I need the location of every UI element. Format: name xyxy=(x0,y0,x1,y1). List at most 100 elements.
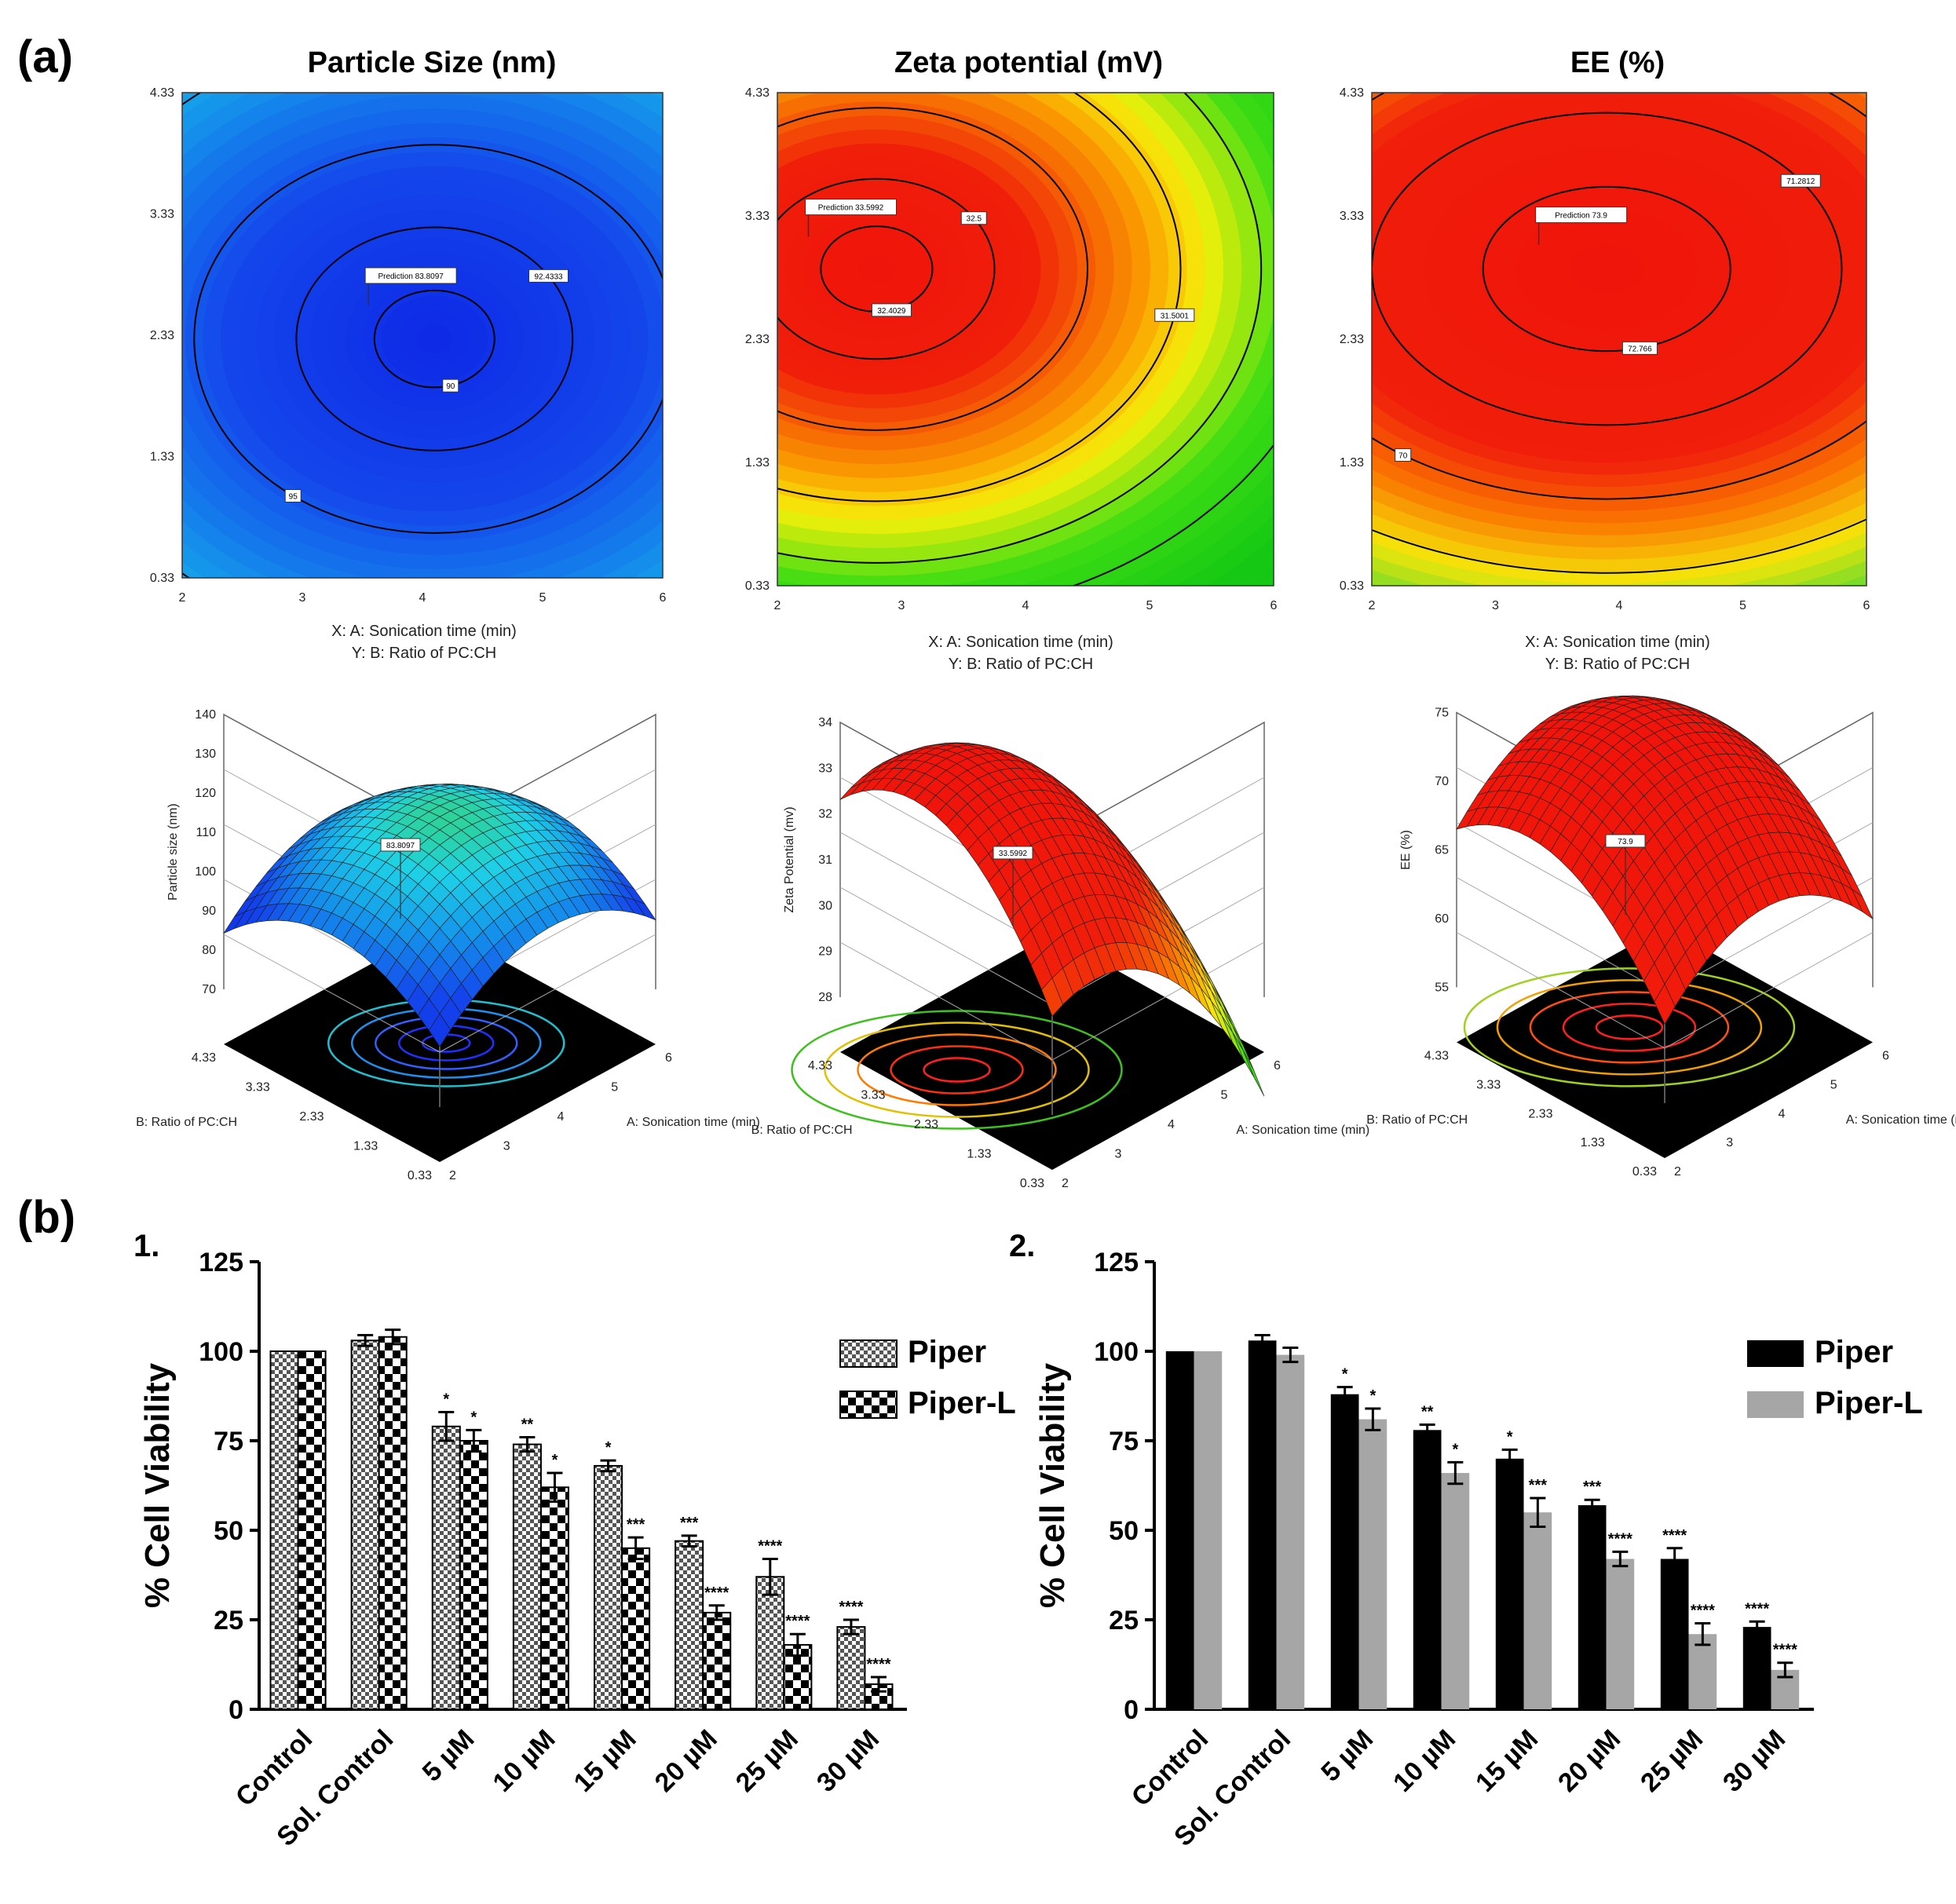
wall-grid xyxy=(1664,932,1874,1049)
y-tick-label: 4.33 xyxy=(745,86,770,100)
z-tick-label: 31 xyxy=(818,853,832,867)
surface-cell xyxy=(1654,983,1676,1025)
contour-level-label: 90 xyxy=(446,382,455,391)
panel-label-a: (a) xyxy=(17,31,73,82)
a-tick-label: 4 xyxy=(558,1110,565,1124)
legend-label: Piper xyxy=(908,1335,986,1369)
contour-line xyxy=(1372,111,1843,426)
contour-ylabel: Y: B: Ratio of PC:CH xyxy=(352,645,497,662)
z-tick-label: 70 xyxy=(1435,775,1449,788)
prediction-label-box xyxy=(805,199,897,216)
prediction-flag: 83.8097 xyxy=(386,842,415,850)
legend-swatch xyxy=(839,1339,898,1368)
bar-piper-l xyxy=(539,1486,569,1711)
y-tick-label: 2.33 xyxy=(1340,333,1364,346)
z-tick-label: 110 xyxy=(196,826,216,839)
wall-grid xyxy=(839,941,1053,1061)
bar-piper xyxy=(350,1339,380,1710)
x-tick-label: 4 xyxy=(1616,599,1623,612)
contour-level-label: 70 xyxy=(1398,451,1408,460)
contour-xlabel: X: A: Sonication time (min) xyxy=(1525,634,1710,651)
significance-mark: *** xyxy=(680,1515,699,1532)
contour-line xyxy=(777,93,1263,564)
floor-contour xyxy=(824,1021,1090,1118)
contour-line xyxy=(373,289,495,389)
particle-size-surface-plot: 70 80 90 100 110 120 130 140 Particle size (nm) 2… xyxy=(136,708,760,1182)
b-tick-label: 0.33 xyxy=(1632,1165,1657,1179)
bar-piper xyxy=(1248,1340,1277,1709)
z-tick-label: 34 xyxy=(818,716,832,729)
contour-level-label: 32.5 xyxy=(967,215,982,224)
wall-grid xyxy=(223,934,441,1053)
z-axis-label: EE (%) xyxy=(1399,830,1413,870)
significance-mark: * xyxy=(443,1391,449,1409)
significance-mark: * xyxy=(1452,1441,1458,1458)
significance-mark: **** xyxy=(1608,1530,1632,1548)
y-tick-label: 125 xyxy=(1094,1248,1139,1277)
significance-mark: * xyxy=(1369,1387,1376,1405)
significance-mark: * xyxy=(1507,1428,1513,1445)
significance-mark: *** xyxy=(1529,1477,1548,1494)
a-tick-label: 6 xyxy=(1274,1059,1281,1073)
category-label: 15 µM xyxy=(569,1724,642,1798)
z-tick-label: 75 xyxy=(1435,707,1449,720)
b-axis-label: B: Ratio of PC:CH xyxy=(136,1116,237,1129)
b-tick-label: 1.33 xyxy=(967,1148,991,1161)
significance-mark: **** xyxy=(758,1537,782,1555)
b-tick-label: 4.33 xyxy=(1424,1050,1449,1063)
y-tick-label: 3.33 xyxy=(150,208,174,221)
contour-ylabel: Y: B: Ratio of PC:CH xyxy=(949,656,1094,673)
bar-piper xyxy=(675,1540,704,1711)
y-tick-label: 1.33 xyxy=(745,456,770,470)
contour-band xyxy=(416,324,452,353)
z-tick-label: 80 xyxy=(202,944,216,957)
z-tick-label: 100 xyxy=(195,865,216,879)
bar-piper xyxy=(1495,1458,1524,1709)
y-tick-label: 100 xyxy=(199,1337,243,1367)
bar-piper xyxy=(1578,1505,1607,1709)
y-tick-label: 75 xyxy=(1109,1427,1139,1456)
contour-xlabel: X: A: Sonication time (min) xyxy=(331,623,517,640)
b-tick-label: 3.33 xyxy=(246,1081,270,1095)
significance-mark: * xyxy=(552,1452,558,1469)
significance-mark: *** xyxy=(1583,1478,1602,1496)
significance-mark: **** xyxy=(1662,1527,1687,1544)
contour-level-label: 72.766 xyxy=(1628,345,1652,353)
significance-mark: ** xyxy=(1421,1403,1434,1420)
x-tick-label: 5 xyxy=(1146,599,1153,612)
a-axis-label: A: Sonication time (min) xyxy=(1846,1113,1956,1127)
contour-line xyxy=(777,107,1088,431)
contour-level-label: 95 xyxy=(289,492,298,501)
a-tick-label: 5 xyxy=(1221,1089,1228,1102)
a-tick-label: 2 xyxy=(1674,1165,1681,1179)
category-label: 10 µM xyxy=(487,1724,561,1798)
bar-piper-l xyxy=(1441,1473,1470,1709)
x-tick-label: 6 xyxy=(660,591,667,605)
bar-piper-l xyxy=(702,1611,732,1710)
contour-level-label-box xyxy=(442,378,459,393)
contour-line xyxy=(1372,93,1866,500)
contour-level-label: 31.5001 xyxy=(1161,312,1190,320)
b-tick-label: 2.33 xyxy=(914,1118,938,1131)
bar-piper-l xyxy=(297,1350,327,1710)
legend-swatch xyxy=(1747,1340,1804,1367)
contour-frame xyxy=(777,92,1274,587)
z-tick-label: 60 xyxy=(1435,912,1449,926)
z-axis-label: Particle size (nm) xyxy=(166,803,180,901)
bar-piper xyxy=(1742,1627,1771,1709)
a-tick-label: 2 xyxy=(449,1169,456,1182)
a-tick-label: 2 xyxy=(1062,1177,1069,1190)
significance-mark: ** xyxy=(521,1416,534,1433)
y-tick-label: 4.33 xyxy=(1340,86,1364,100)
contour-level-label-box xyxy=(1780,174,1821,188)
z-tick-label: 130 xyxy=(195,747,216,761)
contour-level-label-box xyxy=(871,303,912,317)
contour-ylabel: Y: B: Ratio of PC:CH xyxy=(1545,656,1691,673)
bar-piper-l xyxy=(1606,1559,1635,1709)
x-tick-label: 4 xyxy=(419,591,426,605)
y-tick-label: 0.33 xyxy=(150,572,174,585)
x-tick-label: 6 xyxy=(1863,599,1870,612)
